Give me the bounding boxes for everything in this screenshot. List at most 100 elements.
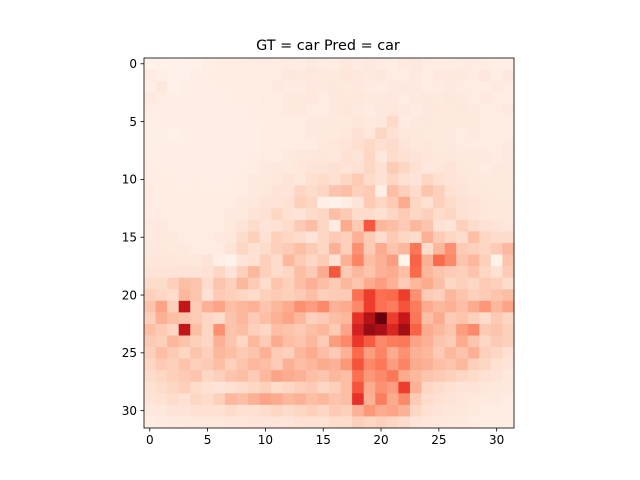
- heatmap-cell: [456, 115, 469, 128]
- heatmap-cell: [282, 196, 295, 209]
- heatmap-cell: [479, 219, 492, 232]
- heatmap-cell: [409, 381, 422, 394]
- heatmap-cell: [248, 254, 261, 267]
- heatmap-cell: [363, 381, 376, 394]
- heatmap-cell: [248, 92, 261, 105]
- heatmap-cell: [190, 173, 203, 186]
- heatmap-cell: [155, 138, 168, 151]
- heatmap-cell: [502, 162, 515, 175]
- heatmap-cell: [490, 243, 503, 255]
- heatmap-cell: [248, 173, 261, 186]
- heatmap-cell: [282, 266, 295, 279]
- heatmap-cell: [294, 69, 307, 82]
- heatmap-cell: [409, 358, 422, 371]
- heatmap-cell: [144, 335, 156, 348]
- heatmap-cell: [340, 289, 353, 302]
- heatmap-cell: [317, 185, 330, 198]
- heatmap-cell: [271, 393, 284, 406]
- heatmap-cell: [398, 185, 411, 198]
- heatmap-cell: [317, 231, 330, 244]
- heatmap-cell: [479, 196, 492, 209]
- heatmap-cell: [409, 243, 422, 255]
- heatmap-cell: [305, 127, 318, 140]
- heatmap-cell: [248, 243, 261, 255]
- heatmap-cell: [213, 115, 226, 128]
- heatmap-cell: [467, 266, 480, 279]
- heatmap-cell: [317, 381, 330, 394]
- heatmap-cell: [375, 254, 388, 267]
- heatmap-cell: [167, 185, 180, 198]
- heatmap-cell: [236, 173, 249, 186]
- heatmap-cell: [467, 104, 480, 117]
- heatmap-cell: [490, 219, 503, 232]
- heatmap-cell: [305, 300, 318, 313]
- heatmap-cell: [236, 370, 249, 383]
- heatmap-cell: [352, 404, 365, 417]
- heatmap-cell: [178, 208, 191, 221]
- heatmap-cell: [178, 381, 191, 394]
- heatmap-cell: [317, 243, 330, 255]
- heatmap-cell: [444, 127, 457, 140]
- heatmap-cell: [340, 127, 353, 140]
- heatmap-cell: [155, 381, 168, 394]
- heatmap-cell: [490, 104, 503, 117]
- heatmap-cell: [259, 381, 272, 394]
- heatmap-cell: [259, 243, 272, 255]
- heatmap-cell: [502, 277, 515, 290]
- heatmap-cell: [317, 173, 330, 186]
- heatmap-cell: [248, 300, 261, 313]
- heatmap-cell: [271, 127, 284, 140]
- heatmap-cell: [375, 358, 388, 371]
- heatmap-cell: [155, 358, 168, 371]
- heatmap-cell: [375, 115, 388, 128]
- heatmap-cell: [352, 219, 365, 232]
- heatmap-cell: [433, 358, 446, 371]
- heatmap-cell: [398, 104, 411, 117]
- heatmap-cell: [178, 277, 191, 290]
- heatmap-cell: [456, 277, 469, 290]
- heatmap-cell: [155, 370, 168, 383]
- heatmap-cell: [271, 404, 284, 417]
- heatmap-cell: [224, 173, 237, 186]
- heatmap-cell: [340, 92, 353, 105]
- heatmap-cell: [190, 69, 203, 82]
- heatmap-cell: [294, 381, 307, 394]
- heatmap-cell: [386, 243, 399, 255]
- heatmap-cell: [294, 300, 307, 313]
- heatmap-cell: [490, 323, 503, 336]
- heatmap-cell: [375, 150, 388, 163]
- heatmap-cell: [317, 138, 330, 151]
- heatmap-cell: [224, 243, 237, 255]
- heatmap-cell: [305, 358, 318, 371]
- heatmap-cell: [178, 138, 191, 151]
- heatmap-cell: [502, 208, 515, 221]
- heatmap-cell: [479, 289, 492, 302]
- heatmap-cell: [201, 185, 214, 198]
- heatmap-cell: [444, 393, 457, 406]
- heatmap-cell: [398, 58, 411, 70]
- heatmap-cell: [502, 393, 515, 406]
- heatmap-cell: [363, 162, 376, 175]
- heatmap-cell: [155, 312, 168, 325]
- heatmap-cell: [144, 393, 156, 406]
- x-tick-label: 0: [146, 433, 154, 447]
- heatmap-cell: [479, 185, 492, 198]
- heatmap-cell: [167, 300, 180, 313]
- heatmap-cell: [259, 370, 272, 383]
- heatmap-cell: [271, 208, 284, 221]
- heatmap-cell: [282, 323, 295, 336]
- heatmap-cell: [282, 115, 295, 128]
- heatmap-cell: [479, 358, 492, 371]
- heatmap-cell: [329, 335, 341, 348]
- heatmap-cell: [352, 312, 365, 325]
- heatmap-cell: [155, 277, 168, 290]
- heatmap-cell: [259, 231, 272, 244]
- heatmap-cell: [409, 370, 422, 383]
- heatmap-cell: [490, 277, 503, 290]
- x-tick-label: 15: [316, 433, 331, 447]
- heatmap-cell: [352, 231, 365, 244]
- heatmap-cell: [178, 219, 191, 232]
- heatmap-cell: [317, 312, 330, 325]
- heatmap-cell: [144, 173, 156, 186]
- heatmap-cell: [363, 300, 376, 313]
